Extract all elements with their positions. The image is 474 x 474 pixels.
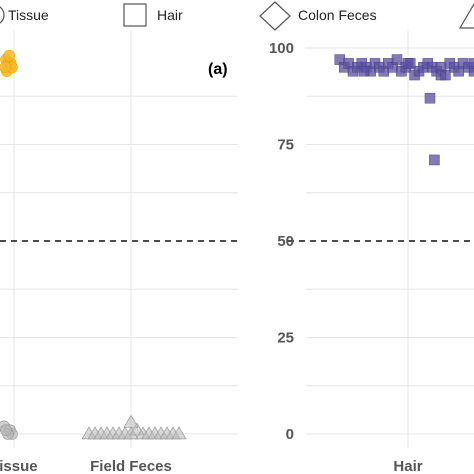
legend-label-colon-feces: Colon Feces <box>298 7 377 23</box>
x-tick-label: Field Feces <box>90 458 172 474</box>
panel-a-x-tick-labels: Tissue Field Feces <box>0 458 172 474</box>
x-tick-label: Hair <box>393 458 422 474</box>
panel-label: (a) <box>208 61 228 78</box>
panel-b-grid <box>306 30 474 448</box>
tissue-point <box>3 49 15 62</box>
hair-point <box>435 69 447 81</box>
legend-label-tissue: Tissue <box>8 7 49 23</box>
field-feces-point <box>171 426 187 440</box>
circle-icon <box>0 6 5 24</box>
hair-point <box>402 58 414 69</box>
hair-point <box>391 54 403 65</box>
panel-b-x-tick-labels: Hair <box>393 458 422 474</box>
y-tick-label: 75 <box>277 137 294 154</box>
panel-b-y-tick-labels: 0 25 50 75 100 <box>269 40 294 443</box>
hair-point <box>424 92 436 104</box>
field-feces-point <box>123 414 139 428</box>
tissue-point <box>0 61 11 74</box>
y-tick-label: 0 <box>286 426 294 443</box>
triangle-icon <box>458 2 474 29</box>
hair-point <box>429 154 440 166</box>
y-tick-label: 100 <box>269 40 294 57</box>
panel-a: Tissue Field Feces (a) <box>0 30 238 474</box>
legend-label-hair: Hair <box>157 7 183 23</box>
square-icon <box>123 3 147 27</box>
diamond-icon <box>259 1 291 31</box>
hair-point <box>358 65 370 77</box>
hair-point <box>468 65 474 77</box>
panel-b-points <box>334 54 474 166</box>
y-tick-label: 50 <box>277 233 294 250</box>
legend: Tissue Hair Colon Feces <box>0 1 474 31</box>
y-tick-label: 25 <box>277 330 294 347</box>
hair-point <box>468 58 474 69</box>
panel-b: 0 25 50 75 100 Hair <box>269 30 474 474</box>
panel-a-grid <box>0 30 238 448</box>
tissue-point <box>0 424 12 436</box>
panel-a-points <box>0 49 187 440</box>
x-tick-label: Tissue <box>0 458 38 474</box>
